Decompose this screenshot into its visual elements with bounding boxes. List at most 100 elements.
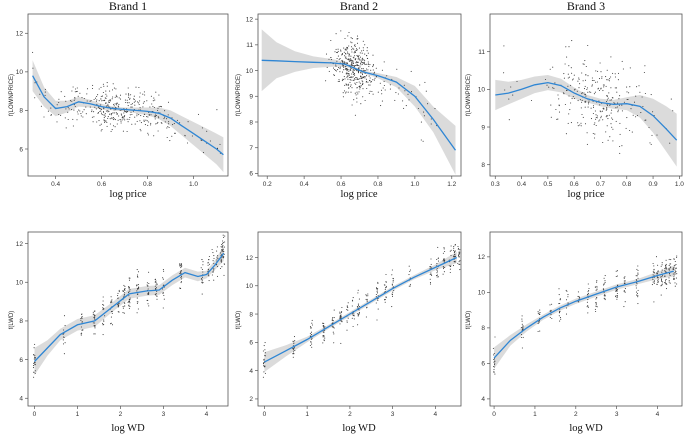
scatter-point bbox=[334, 69, 337, 71]
scatter-point bbox=[81, 97, 83, 99]
scatter-point bbox=[593, 93, 595, 95]
scatter-point bbox=[615, 288, 617, 290]
y-tick-label: 4 bbox=[19, 396, 23, 403]
x-tick-label: 0.4 bbox=[517, 181, 526, 188]
scatter-point bbox=[615, 296, 617, 298]
scatter-point bbox=[216, 256, 218, 258]
scatter-point bbox=[578, 87, 580, 89]
scatter-point bbox=[596, 289, 598, 291]
scatter-point bbox=[657, 271, 659, 273]
scatter-point bbox=[77, 113, 79, 115]
scatter-point bbox=[348, 53, 350, 55]
scatter-point bbox=[595, 298, 597, 300]
scatter-point bbox=[382, 87, 384, 89]
scatter-point bbox=[557, 94, 559, 96]
scatter-point bbox=[370, 69, 372, 71]
scatter-point bbox=[122, 130, 124, 132]
scatter-point bbox=[588, 287, 590, 290]
scatter-point bbox=[385, 280, 387, 283]
scatter-point bbox=[157, 116, 159, 118]
x-tick-label: 0.6 bbox=[570, 181, 579, 188]
scatter-point bbox=[581, 113, 583, 116]
scatter-point bbox=[82, 111, 84, 113]
scatter-point bbox=[453, 251, 456, 254]
scatter-point bbox=[613, 102, 615, 104]
scatter-point bbox=[395, 92, 397, 94]
scatter-point bbox=[458, 261, 460, 263]
scatter-point bbox=[72, 125, 74, 127]
scatter-point bbox=[138, 103, 140, 106]
scatter-point bbox=[657, 281, 659, 283]
scatter-point bbox=[367, 293, 369, 295]
scatter-point bbox=[122, 296, 124, 298]
scatter-point bbox=[156, 290, 158, 292]
scatter-point bbox=[606, 69, 608, 71]
scatter-point bbox=[337, 50, 339, 52]
scatter-point bbox=[614, 73, 616, 75]
scatter-point bbox=[391, 284, 393, 286]
scatter-point bbox=[353, 78, 356, 80]
scatter-point bbox=[150, 124, 152, 126]
scatter-point bbox=[352, 76, 354, 78]
scatter-point bbox=[565, 46, 567, 48]
scatter-point bbox=[220, 246, 222, 248]
scatter-point bbox=[595, 305, 597, 307]
scatter-point bbox=[578, 297, 580, 299]
scatter-point bbox=[661, 271, 663, 273]
scatter-point bbox=[345, 56, 347, 58]
scatter-point bbox=[155, 91, 157, 93]
scatter-point bbox=[652, 279, 654, 281]
scatter-point bbox=[139, 120, 141, 122]
scatter-point bbox=[376, 291, 378, 293]
scatter-point bbox=[323, 327, 325, 329]
scatter-point bbox=[71, 109, 73, 111]
scatter-point bbox=[162, 269, 164, 271]
scatter-point bbox=[147, 132, 149, 134]
scatter-point bbox=[359, 52, 361, 54]
scatter-point bbox=[136, 302, 138, 304]
scatter-point bbox=[354, 59, 356, 61]
scatter-point bbox=[220, 261, 223, 263]
scatter-point bbox=[89, 106, 91, 108]
scatter-point bbox=[637, 296, 639, 298]
scatter-point bbox=[80, 115, 82, 117]
scatter-point bbox=[32, 67, 34, 69]
scatter-point bbox=[670, 98, 672, 100]
scatter-point bbox=[624, 276, 626, 278]
scatter-point bbox=[103, 307, 105, 309]
scatter-point bbox=[373, 72, 375, 74]
scatter-point bbox=[150, 95, 152, 97]
x-tick-label: 0.2 bbox=[263, 181, 272, 188]
scatter-point bbox=[292, 348, 294, 350]
scatter-point bbox=[341, 80, 343, 82]
scatter-point bbox=[223, 250, 225, 252]
scatter-point bbox=[563, 77, 565, 79]
scatter-point bbox=[311, 337, 313, 339]
scatter-point bbox=[603, 107, 605, 109]
scatter-point bbox=[457, 247, 460, 249]
scatter-point bbox=[393, 290, 395, 292]
scatter-point bbox=[173, 123, 175, 125]
scatter-point bbox=[668, 265, 670, 267]
scatter-point bbox=[86, 88, 89, 90]
scatter-point bbox=[113, 118, 115, 120]
scatter-point bbox=[34, 357, 36, 359]
scatter-point bbox=[538, 321, 540, 323]
scatter-point bbox=[609, 78, 611, 80]
scatter-point bbox=[669, 142, 671, 144]
scatter-point bbox=[325, 80, 327, 82]
scatter-point bbox=[564, 63, 566, 65]
scatter-point bbox=[409, 277, 411, 279]
scatter-point bbox=[337, 48, 339, 50]
scatter-point bbox=[208, 263, 211, 265]
scatter-point bbox=[354, 44, 356, 46]
scatter-point bbox=[110, 296, 112, 298]
scatter-point bbox=[655, 256, 658, 258]
scatter-point bbox=[347, 51, 349, 53]
scatter-point bbox=[346, 83, 348, 85]
scatter-point bbox=[148, 293, 150, 295]
scatter-point bbox=[222, 248, 224, 250]
scatter-point bbox=[180, 278, 183, 280]
scatter-point bbox=[341, 306, 343, 309]
scatter-point bbox=[350, 37, 352, 39]
